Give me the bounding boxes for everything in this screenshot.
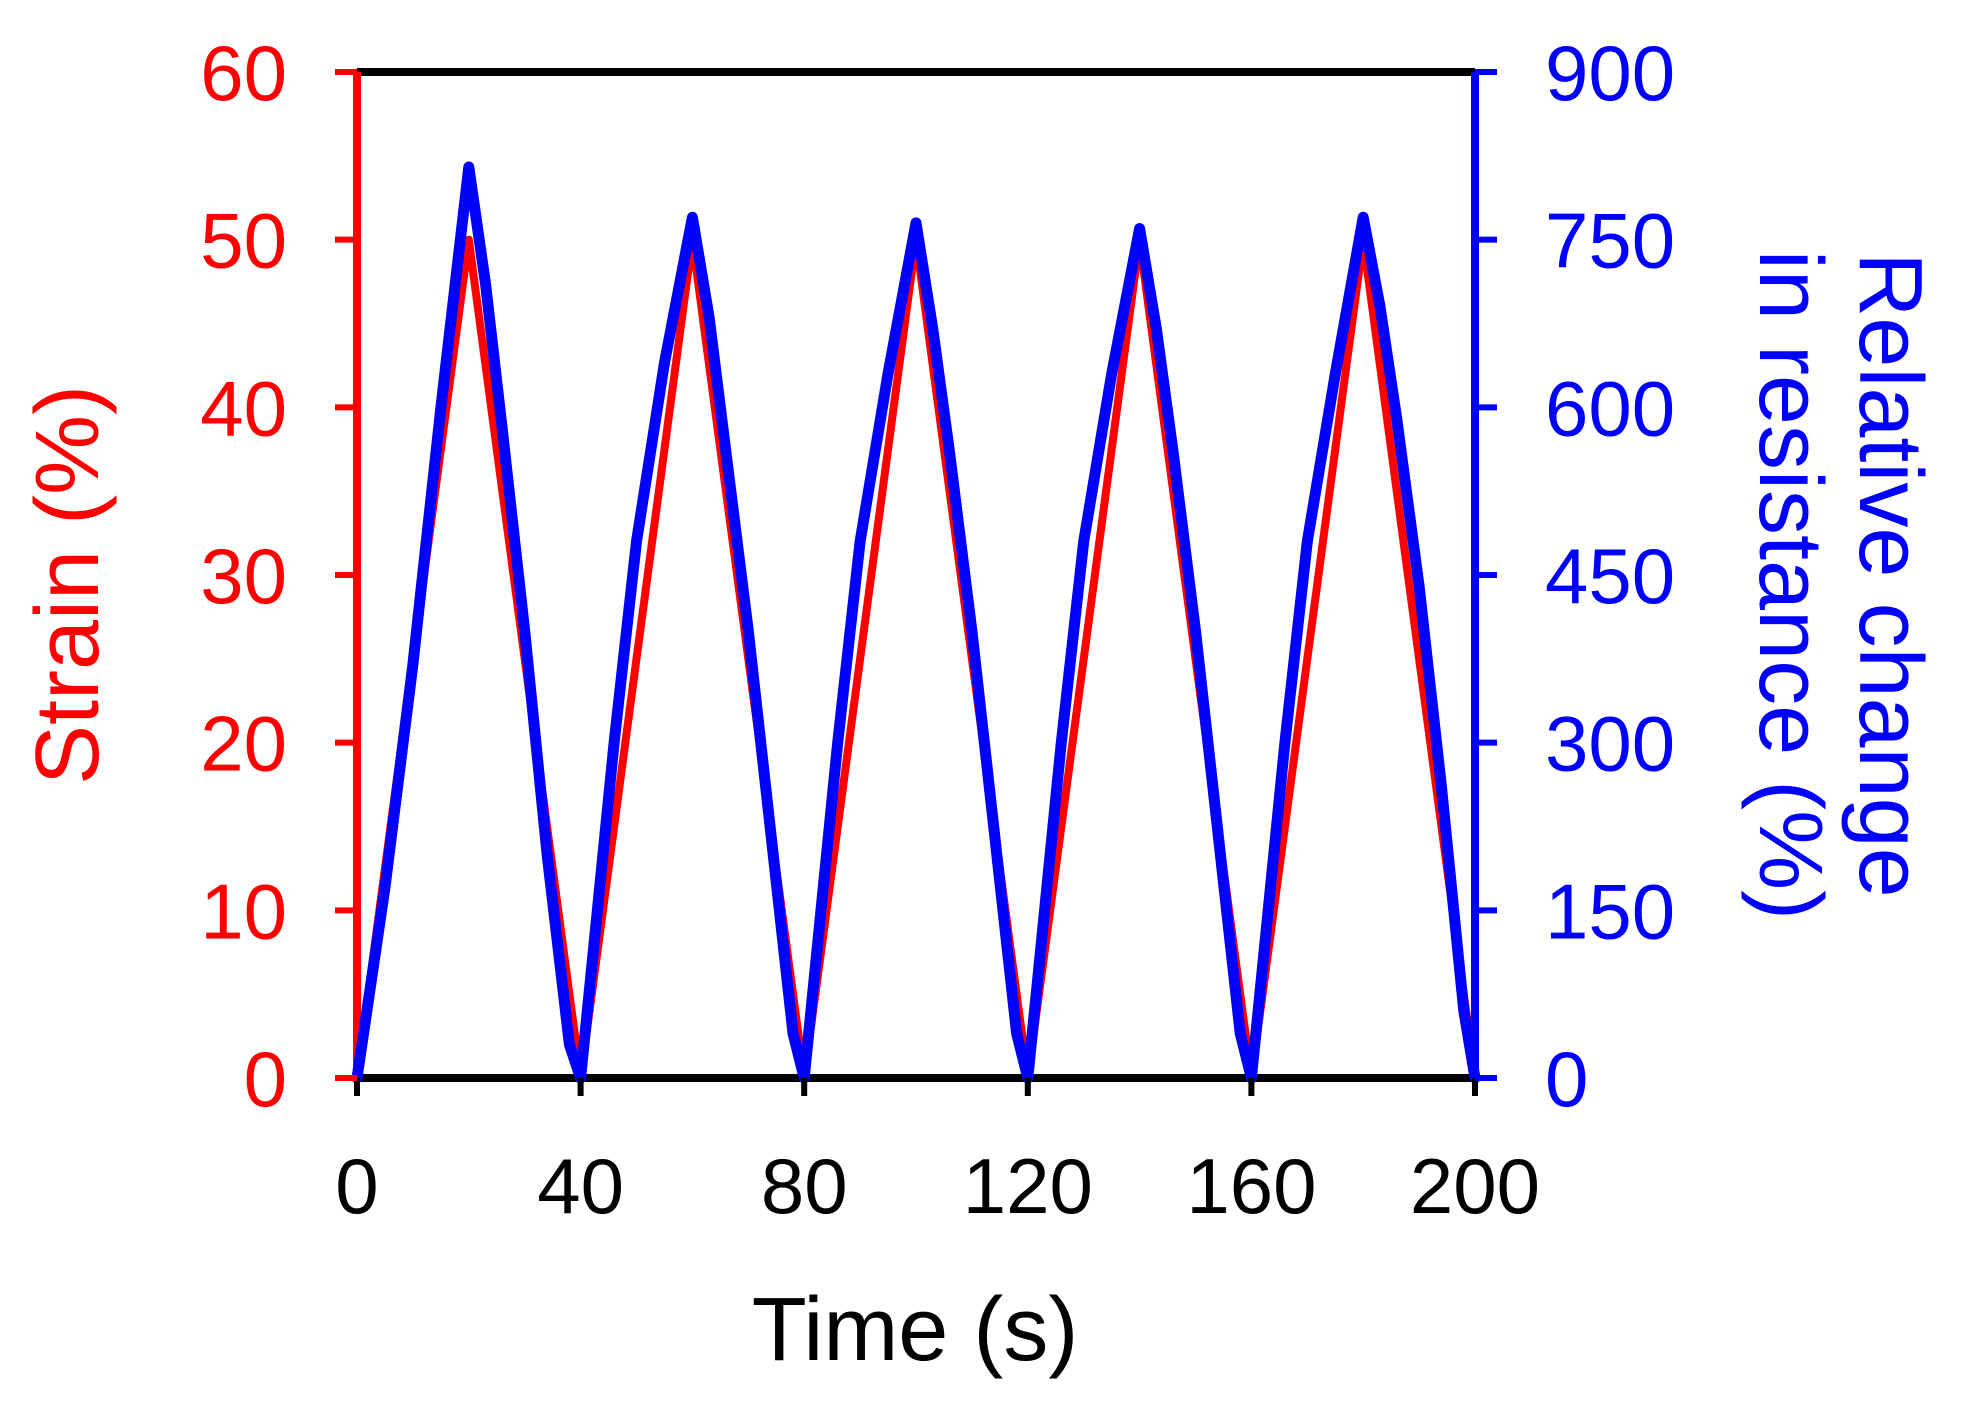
x-axis-title: Time (s) <box>752 1280 1079 1380</box>
ticks-layer: 0 40 80 120 160 20001020304050600150300450600… <box>200 29 1675 1230</box>
resistance-series-line <box>351 161 1481 1084</box>
y-left-tick-label: 0 <box>244 1035 287 1123</box>
x-tick-label: 80 <box>761 1142 848 1230</box>
y-left-tick-label: 30 <box>200 532 287 620</box>
y-right-tick-label: 900 <box>1545 29 1675 117</box>
x-tick-label: 120 <box>963 1142 1093 1230</box>
x-tick-label: 160 <box>1186 1142 1316 1230</box>
y-right-tick-label: 450 <box>1545 532 1675 620</box>
y-right-axis-title-line2: in resistance (%) <box>1740 250 1840 920</box>
y-left-tick-label: 50 <box>200 197 287 285</box>
x-tick-label: 200 <box>1410 1142 1540 1230</box>
y-left-tick-label: 10 <box>200 867 287 955</box>
y-left-tick-label: 40 <box>200 364 287 452</box>
y-right-tick-label: 300 <box>1545 700 1675 788</box>
y-right-axis-title-line1: Relative change <box>1840 252 1940 897</box>
y-right-tick-label: 150 <box>1545 867 1675 955</box>
x-tick-label: 0 <box>335 1142 378 1230</box>
y-right-tick-label: 750 <box>1545 197 1675 285</box>
y-left-axis-title: Strain (%) <box>18 385 118 785</box>
y-left-tick-label: 20 <box>200 700 287 788</box>
y-right-tick-label: 0 <box>1545 1035 1588 1123</box>
x-tick-label: 40 <box>537 1142 624 1230</box>
y-left-tick-label: 60 <box>200 29 287 117</box>
y-right-tick-label: 600 <box>1545 364 1675 452</box>
series-layer <box>351 161 1481 1084</box>
